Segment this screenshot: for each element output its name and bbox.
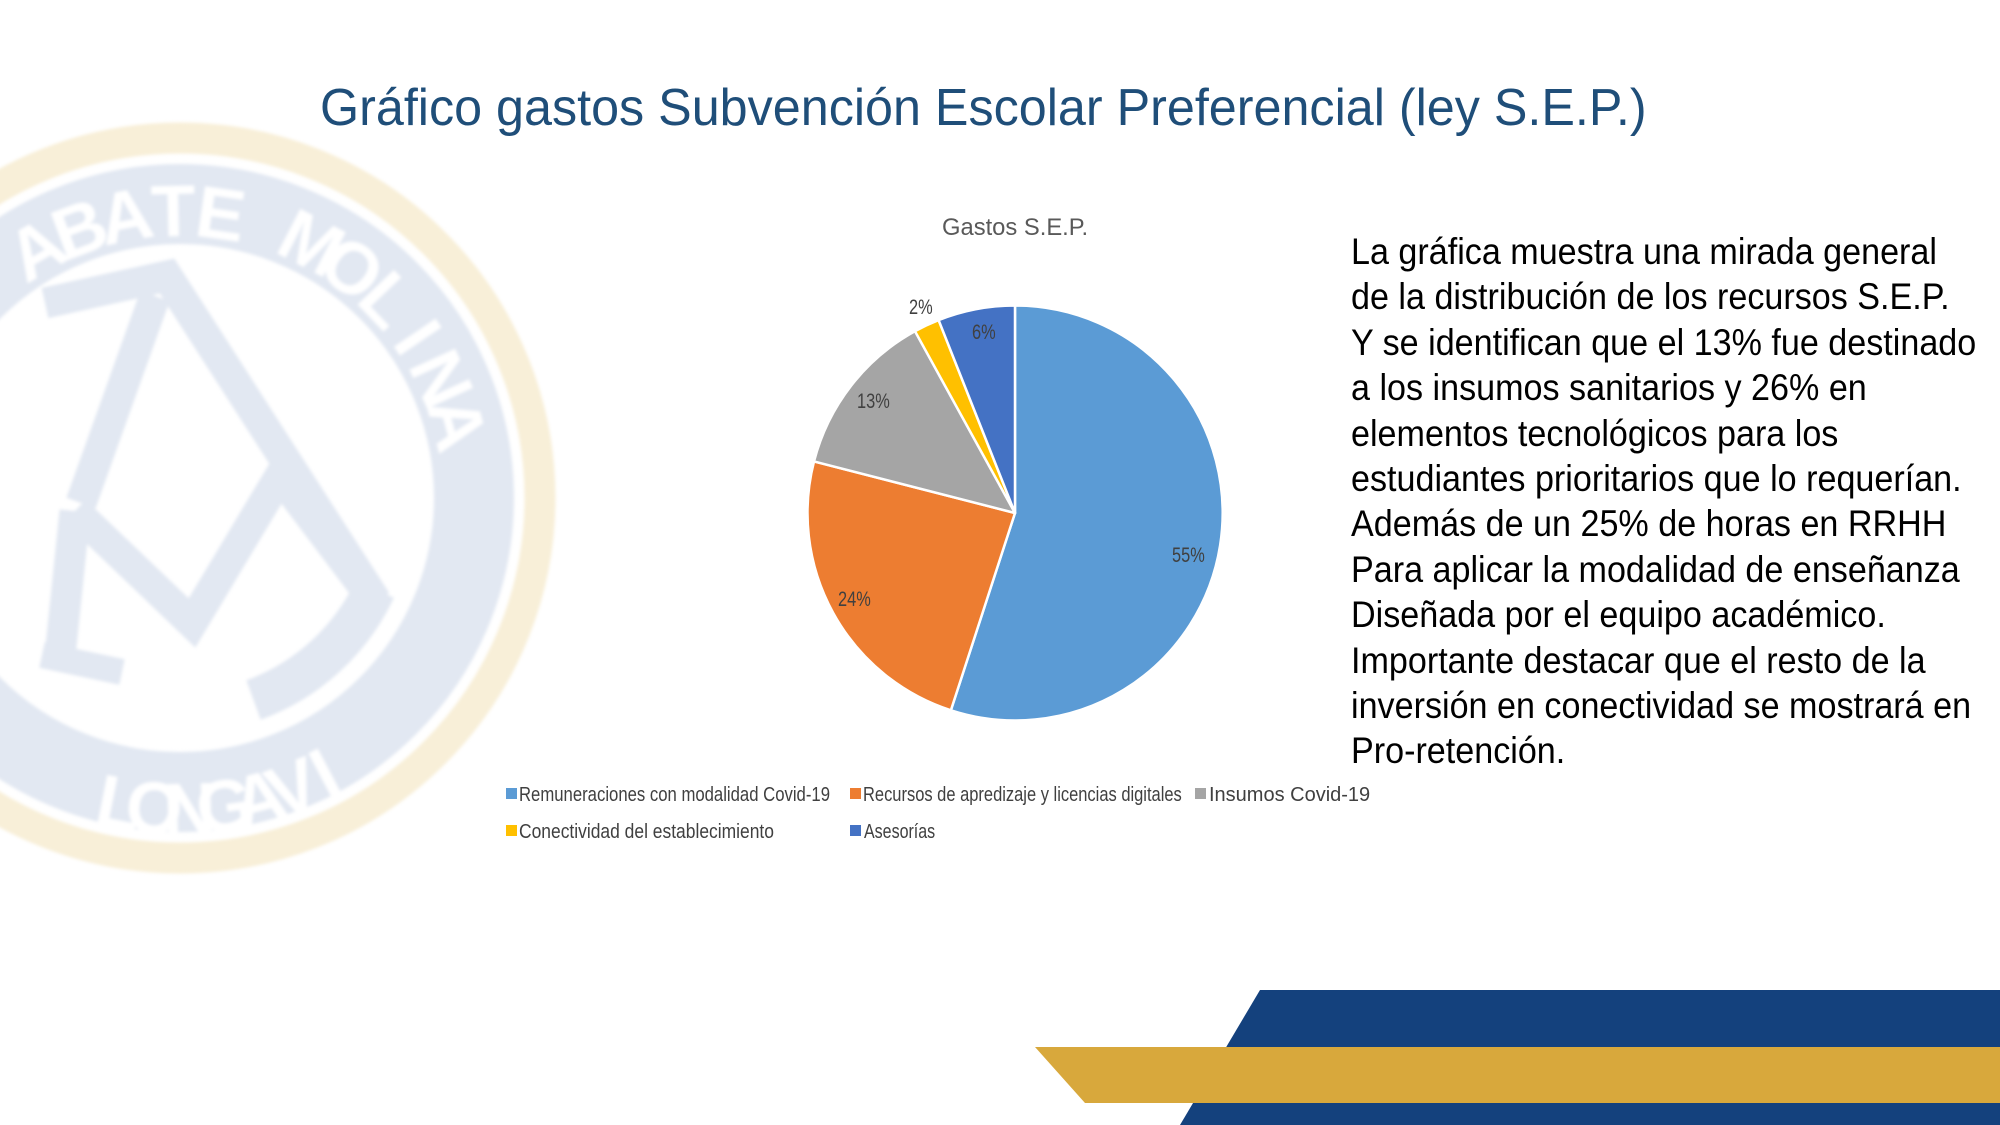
svg-text:E: E xyxy=(191,171,251,258)
svg-text:T: T xyxy=(150,171,197,253)
svg-text:N: N xyxy=(162,768,217,851)
svg-text:O: O xyxy=(123,766,186,851)
svg-text:G: G xyxy=(191,762,259,850)
